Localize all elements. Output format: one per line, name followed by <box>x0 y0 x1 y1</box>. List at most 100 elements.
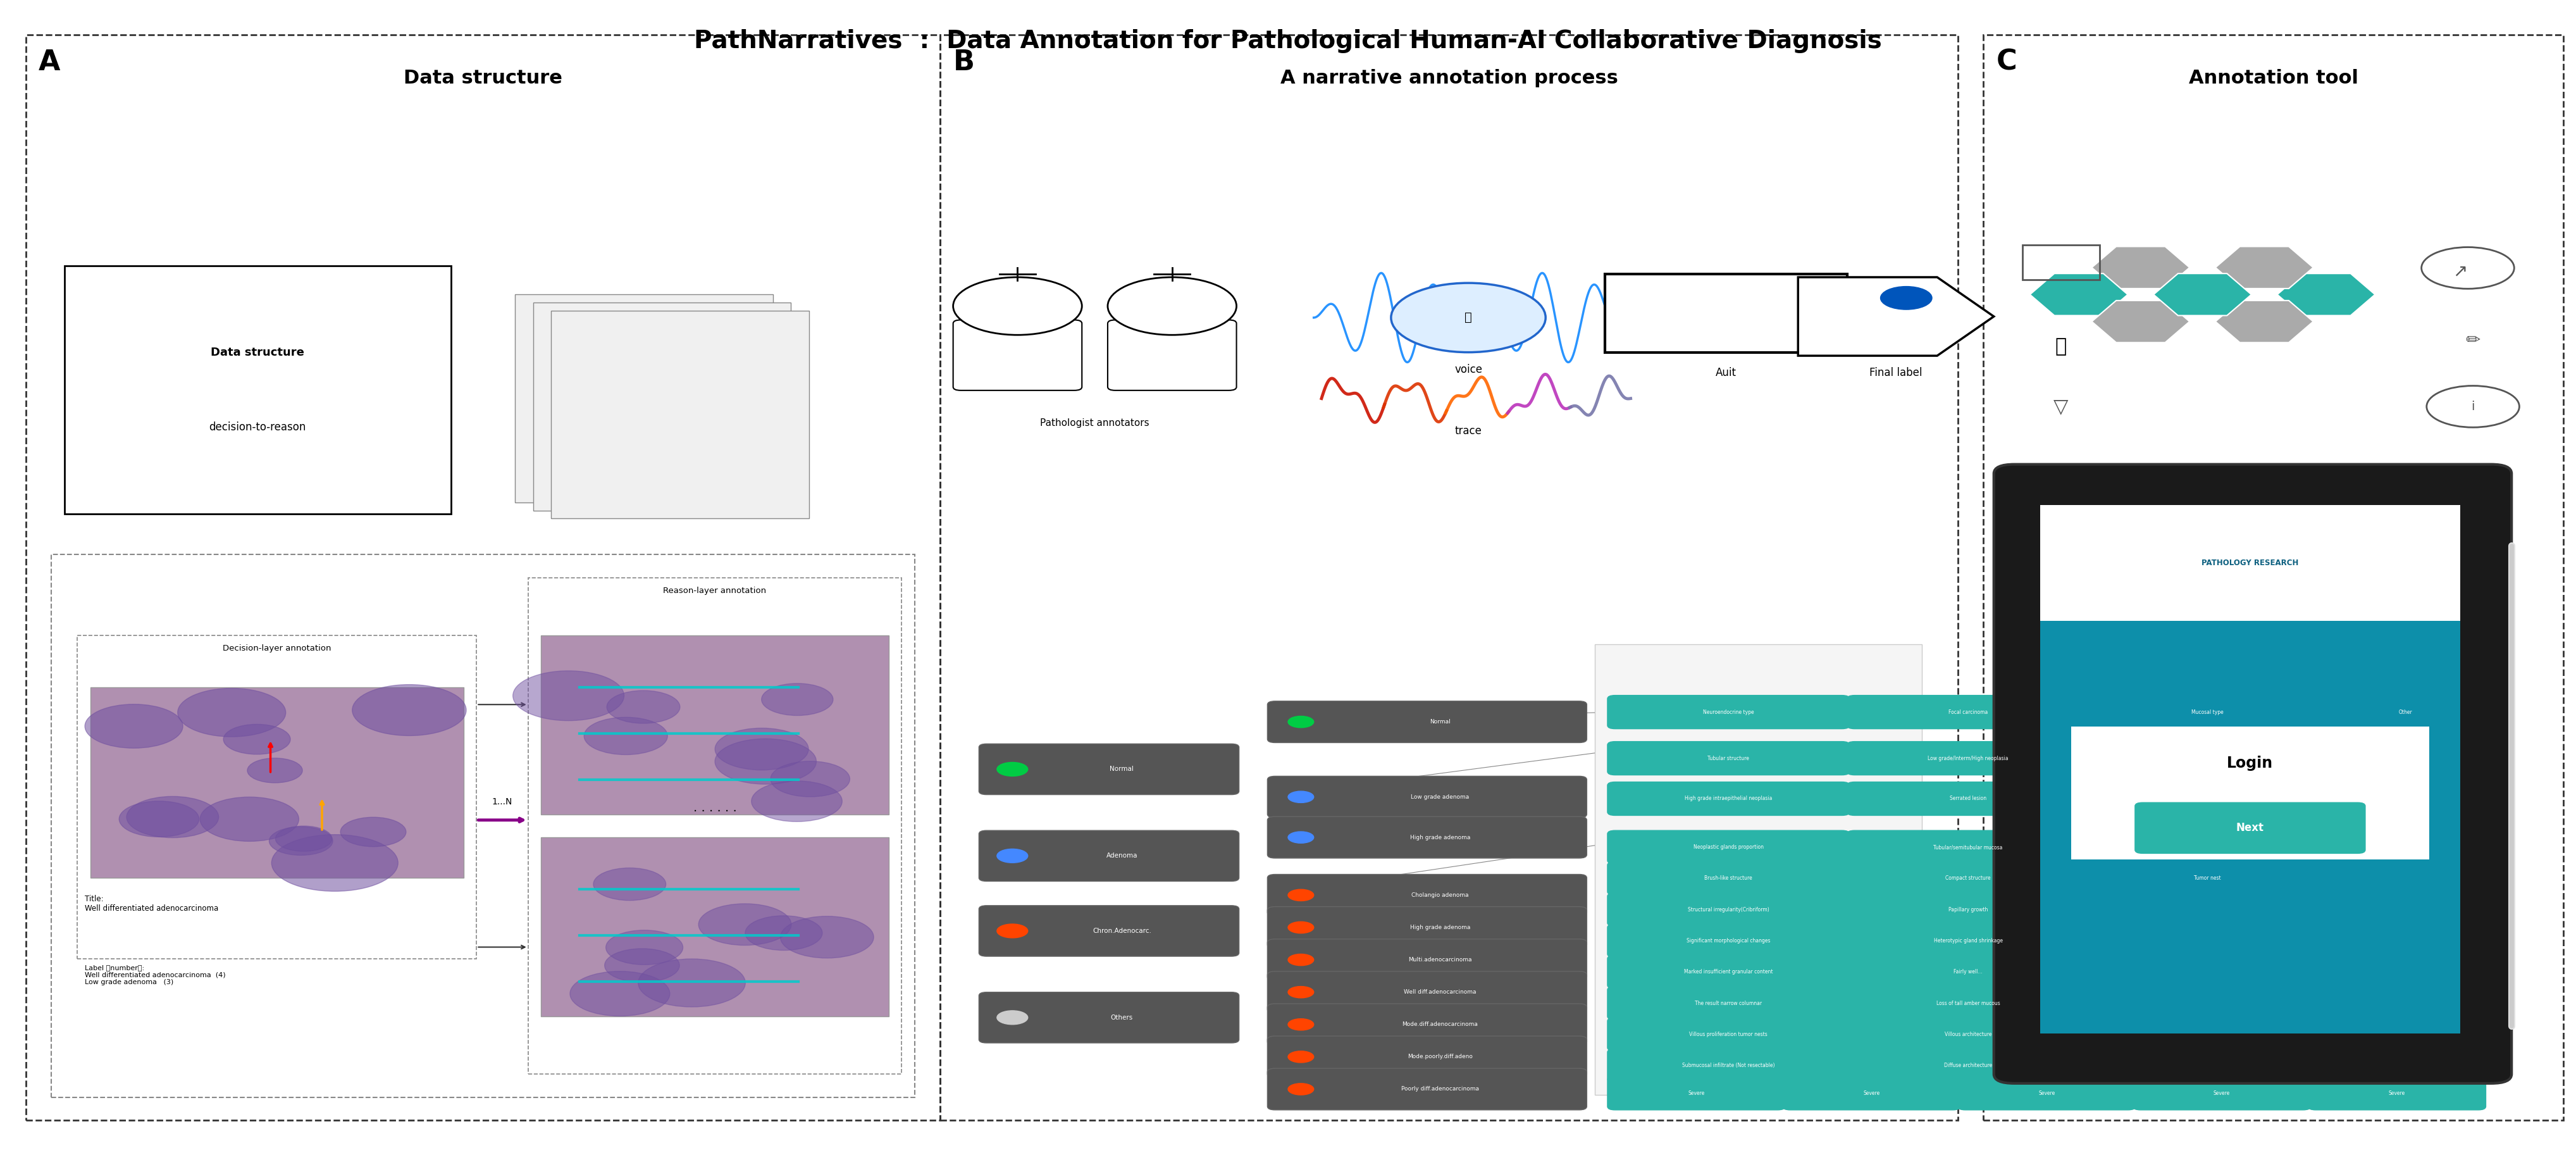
Bar <box>515 295 773 502</box>
FancyBboxPatch shape <box>1607 986 1850 1020</box>
Text: 1...N: 1...N <box>492 797 513 806</box>
Text: High grade adenoma: High grade adenoma <box>1409 835 1471 840</box>
FancyBboxPatch shape <box>1267 776 1587 818</box>
FancyBboxPatch shape <box>1847 955 2089 989</box>
FancyBboxPatch shape <box>2326 695 2483 729</box>
FancyBboxPatch shape <box>979 744 1239 795</box>
Circle shape <box>569 971 670 1016</box>
Circle shape <box>1880 286 1932 310</box>
Text: Low grade adenoma: Low grade adenoma <box>1412 795 1468 799</box>
Polygon shape <box>2277 274 2375 315</box>
FancyBboxPatch shape <box>2087 862 2329 895</box>
Text: Mode.poorly.diff.adeno: Mode.poorly.diff.adeno <box>1406 1055 1473 1059</box>
Bar <box>2040 505 2460 621</box>
Text: Other: Other <box>2398 709 2411 715</box>
Circle shape <box>270 835 399 892</box>
FancyBboxPatch shape <box>1847 893 2089 926</box>
Text: Compact structure: Compact structure <box>1945 875 1991 881</box>
FancyBboxPatch shape <box>1267 701 1587 743</box>
Text: Mode.diff.adenocarcinoma: Mode.diff.adenocarcinoma <box>1401 1022 1479 1027</box>
Circle shape <box>608 691 680 723</box>
Text: B: B <box>953 49 974 76</box>
Circle shape <box>605 930 683 964</box>
Text: i: i <box>2470 401 2476 412</box>
Polygon shape <box>2215 246 2313 289</box>
Text: ▽: ▽ <box>2053 397 2069 416</box>
Polygon shape <box>2030 274 2128 315</box>
Circle shape <box>1288 1019 1314 1030</box>
Bar <box>541 837 889 1016</box>
FancyBboxPatch shape <box>1607 862 1850 895</box>
Bar <box>940 35 1958 1120</box>
FancyBboxPatch shape <box>1267 907 1587 948</box>
Text: High grade adenoma: High grade adenoma <box>1409 925 1471 930</box>
Circle shape <box>997 762 1028 776</box>
Circle shape <box>781 916 873 959</box>
FancyBboxPatch shape <box>1847 695 2089 729</box>
FancyBboxPatch shape <box>979 992 1239 1043</box>
Circle shape <box>1108 277 1236 335</box>
FancyBboxPatch shape <box>1607 1076 1785 1110</box>
Text: High grade intraepithelial neoplasia: High grade intraepithelial neoplasia <box>1685 796 1772 802</box>
Text: Data structure: Data structure <box>404 69 562 88</box>
FancyBboxPatch shape <box>1847 862 2089 895</box>
Bar <box>2071 726 2429 859</box>
FancyBboxPatch shape <box>953 320 1082 390</box>
Bar <box>52 554 914 1097</box>
Circle shape <box>716 739 817 784</box>
Circle shape <box>353 685 466 736</box>
Text: Adenoma: Adenoma <box>1105 852 1139 859</box>
Text: Neoplastic glands proportion: Neoplastic glands proportion <box>1692 844 1765 850</box>
FancyBboxPatch shape <box>2087 695 2329 729</box>
Circle shape <box>268 827 332 855</box>
Circle shape <box>762 684 832 715</box>
Text: Label terminology: Label terminology <box>1386 1094 1512 1106</box>
Polygon shape <box>2092 300 2190 343</box>
Text: Well diff.adenocarcinoma: Well diff.adenocarcinoma <box>1404 990 1476 994</box>
FancyBboxPatch shape <box>1607 742 1850 775</box>
Circle shape <box>1391 283 1546 352</box>
Circle shape <box>85 705 183 748</box>
Text: Papillary growth: Papillary growth <box>1947 907 1989 912</box>
FancyBboxPatch shape <box>2136 803 2365 854</box>
FancyBboxPatch shape <box>979 830 1239 881</box>
Circle shape <box>997 849 1028 863</box>
Text: Poorly diff.adenocarcinoma: Poorly diff.adenocarcinoma <box>1401 1087 1479 1091</box>
Text: Annotation tool: Annotation tool <box>2190 69 2357 88</box>
Bar <box>533 303 791 511</box>
Bar <box>541 635 889 814</box>
FancyBboxPatch shape <box>1267 939 1587 981</box>
Text: Normal: Normal <box>1430 720 1450 724</box>
Circle shape <box>744 916 822 951</box>
Circle shape <box>997 924 1028 938</box>
Circle shape <box>201 797 299 841</box>
FancyBboxPatch shape <box>1958 1076 2136 1110</box>
Bar <box>551 311 809 519</box>
Circle shape <box>592 867 665 901</box>
Text: Mucosal type: Mucosal type <box>2192 709 2223 715</box>
Text: Severe: Severe <box>2213 1090 2231 1096</box>
Text: Cholangio adenoma: Cholangio adenoma <box>1412 893 1468 897</box>
Circle shape <box>997 1011 1028 1024</box>
Polygon shape <box>2215 300 2313 343</box>
Text: Fairly well...: Fairly well... <box>1953 969 1984 975</box>
FancyBboxPatch shape <box>1847 1049 2089 1082</box>
Text: Severe: Severe <box>2038 1090 2056 1096</box>
Circle shape <box>1288 889 1314 901</box>
Bar <box>64 266 451 514</box>
Text: trace: trace <box>1455 425 1481 437</box>
Text: The result narrow columnar: The result narrow columnar <box>1695 1000 1762 1006</box>
FancyBboxPatch shape <box>1847 924 2089 957</box>
Text: Low grade/Interm/High neoplasia: Low grade/Interm/High neoplasia <box>1927 755 2009 761</box>
Circle shape <box>118 802 198 837</box>
Bar <box>26 35 940 1120</box>
Text: Decision-layer annotation: Decision-layer annotation <box>222 644 332 653</box>
FancyBboxPatch shape <box>979 906 1239 956</box>
Polygon shape <box>2092 246 2190 289</box>
Text: Villous proliferation tumor nests: Villous proliferation tumor nests <box>1690 1031 1767 1037</box>
Text: PathNarratives  :  Data Annotation for Pathological Human-AI Collaborative Diagn: PathNarratives : Data Annotation for Pat… <box>693 29 1883 53</box>
Circle shape <box>1288 986 1314 998</box>
Bar <box>528 578 902 1074</box>
FancyBboxPatch shape <box>1267 1068 1587 1110</box>
Text: Title:
Well differentiated adenocarcinoma: Title: Well differentiated adenocarcinom… <box>85 895 219 912</box>
